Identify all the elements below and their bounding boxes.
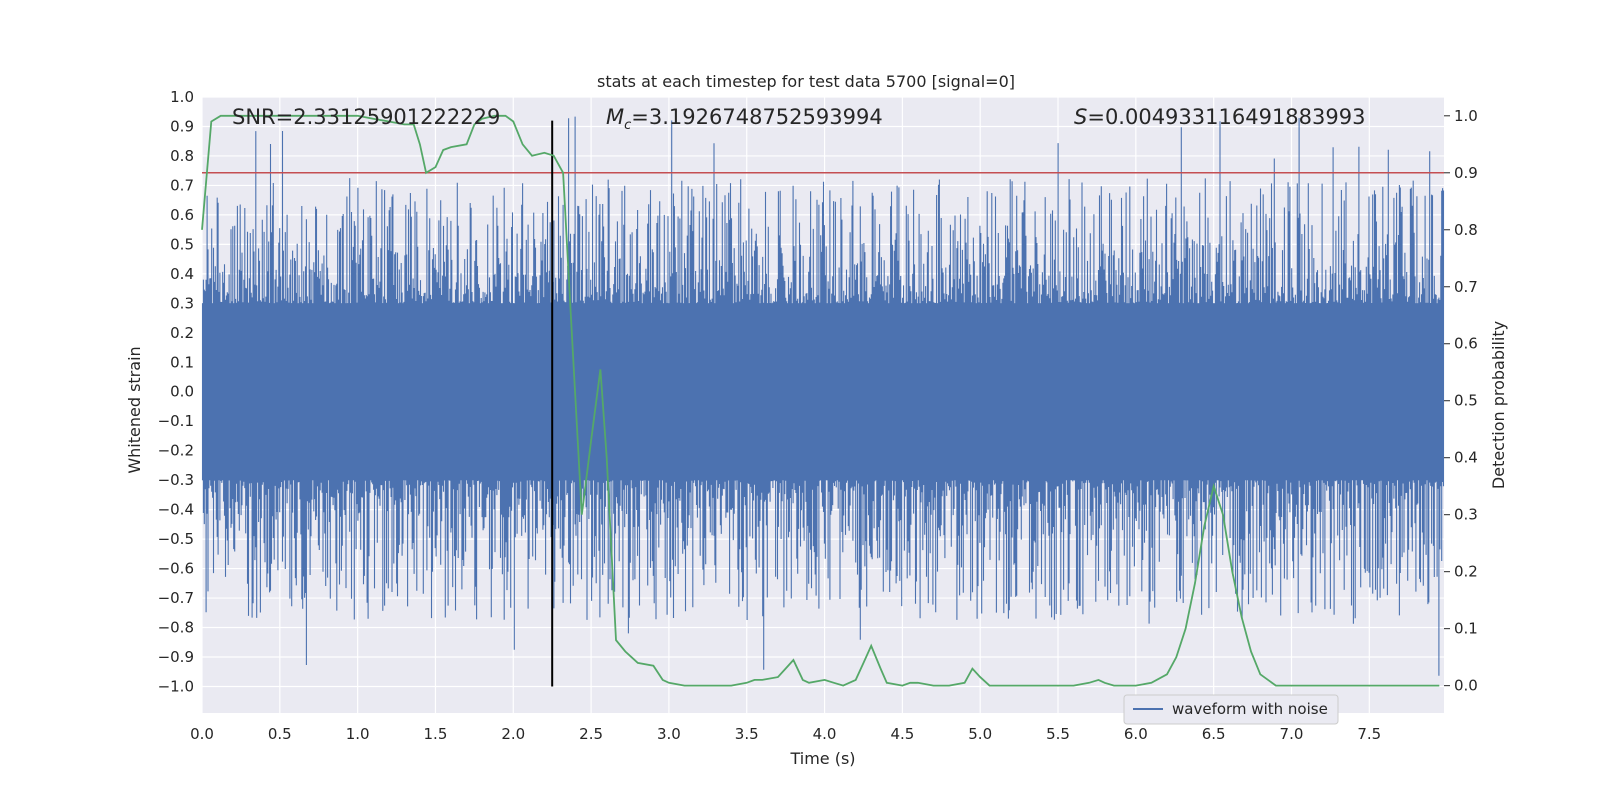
x-tick-label: 6.0	[1124, 725, 1148, 743]
y-right-tick-label: 0.5	[1454, 392, 1478, 410]
x-tick-label: 7.0	[1280, 725, 1304, 743]
overlay-lines	[201, 114, 1444, 687]
x-tick-label: 7.5	[1357, 725, 1381, 743]
detection-probability-line	[201, 114, 1440, 687]
y-left-tick-label: 0.8	[170, 147, 194, 165]
axes: 0.0 0.5 1.0 1.5 2.0 2.5 3.0 3.5 4.0 4.5 5.0 5.5 6.0 6…	[158, 88, 1478, 743]
y-left-tick-label: 0.6	[170, 206, 194, 224]
s-symbol: S	[1074, 105, 1087, 129]
y-right-tick-label: 0.2	[1454, 563, 1478, 581]
y-left-tick-label: 0.5	[170, 235, 194, 253]
y-left-tick-label: 1.0	[170, 88, 194, 106]
y-right-tick-label: 0.9	[1454, 164, 1478, 182]
chirp-mass-value: =3.1926748752593994	[631, 105, 882, 129]
x-tick-label: 6.5	[1202, 725, 1226, 743]
x-tick-label: 3.5	[735, 725, 759, 743]
y-left-tick-label: 0.4	[170, 265, 194, 283]
y-left-tick-label: −0.3	[158, 471, 194, 489]
y-left-tick-label: 0.3	[170, 294, 194, 312]
y-left-tick-label: −0.6	[158, 560, 194, 578]
chirp-mass-symbol: M	[606, 105, 624, 129]
x-tick-label: 5.0	[968, 725, 992, 743]
y-right-tick-label: 0.3	[1454, 506, 1478, 524]
noise-series	[201, 116, 1445, 676]
chirp-mass-subscript: c	[624, 118, 631, 133]
y-right-tick-label: 0.0	[1454, 677, 1478, 695]
waveform-noise-path	[201, 116, 1445, 676]
y-left-tick-label: −0.2	[158, 442, 194, 460]
y-left-tick-label: 0.0	[170, 383, 194, 401]
chirp-mass-annotation: Mc=3.1926748752593994	[606, 105, 883, 133]
x-tick-label: 0.0	[190, 725, 214, 743]
x-tick-label: 1.0	[346, 725, 370, 743]
snr-annotation: SNR=2.33125901222229	[232, 105, 500, 129]
y-left-tick-label: −0.9	[158, 648, 194, 666]
y-left-tick-label: −0.5	[158, 530, 194, 548]
x-tick-label: 5.5	[1046, 725, 1070, 743]
legend-box	[1123, 694, 1339, 725]
y-right-tick-label: 1.0	[1454, 107, 1478, 125]
s-value: =0.004933116491883993	[1087, 105, 1365, 129]
y-left-tick-label: 0.1	[170, 353, 194, 371]
x-tick-label: 2.0	[501, 725, 525, 743]
y-right-tick-label: 0.7	[1454, 278, 1478, 296]
y-left-tick-label: −0.7	[158, 589, 194, 607]
y-right-tick-label: 0.8	[1454, 221, 1478, 239]
y-left-tick-label: −1.0	[158, 677, 194, 695]
x-tick-label: 2.5	[579, 725, 603, 743]
y-right-tick-label: 0.1	[1454, 620, 1478, 638]
y-left-tick-label: 0.2	[170, 324, 194, 342]
x-tick-label: 3.0	[657, 725, 681, 743]
y-axis-left-label: Whitened strain	[125, 346, 144, 473]
y-axis-right-label: Detection probability	[1489, 321, 1508, 489]
y-left-tick-label: −0.8	[158, 619, 194, 637]
x-tick-label: 0.5	[268, 725, 292, 743]
y-right-tick-label: 0.6	[1454, 335, 1478, 353]
legend-label: waveform with noise	[1172, 700, 1328, 718]
y-left-tick-label: 0.7	[170, 176, 194, 194]
x-tick-label: 1.5	[424, 725, 448, 743]
x-axis-label: Time (s)	[789, 749, 855, 768]
y-left-tick-label: −0.1	[158, 412, 194, 430]
y-left-tick-label: 0.9	[170, 117, 194, 135]
chart-title: stats at each timestep for test data 570…	[597, 72, 1015, 91]
s-annotation: S=0.004933116491883993	[1074, 105, 1365, 129]
y-right-tick-label: 0.4	[1454, 449, 1478, 467]
y-left-tick-label: −0.4	[158, 501, 194, 519]
x-tick-label: 4.5	[890, 725, 914, 743]
x-tick-label: 4.0	[813, 725, 837, 743]
legend: waveform with noise	[1123, 694, 1339, 725]
